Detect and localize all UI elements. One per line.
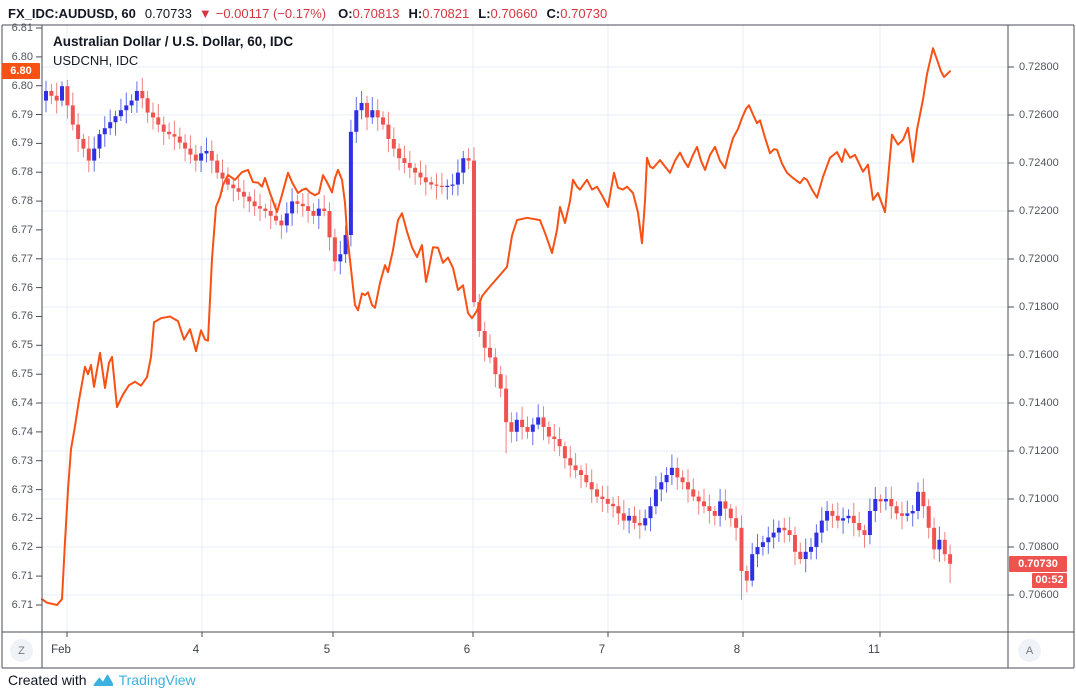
audusd-last-price-badge: 0.70730 [1009, 555, 1067, 572]
time-axis-label: 7 [598, 644, 606, 656]
right-axis-label: 0.70600 [1019, 589, 1059, 602]
left-axis-label: 6.77 [11, 252, 33, 265]
time-axis-label: 6 [463, 644, 471, 656]
time-axis-label: 4 [192, 644, 200, 656]
symbol-legend-row: FX_IDC:AUDUSD, 60 0.70733 ▼ −0.00117 (−0… [8, 3, 616, 23]
left-axis-label: 6.80 [11, 79, 33, 92]
left-axis-label: 6.79 [11, 108, 33, 121]
right-axis-label: 0.71200 [1019, 445, 1059, 458]
low-label: L: [478, 5, 491, 21]
left-axis-label: 6.77 [11, 223, 33, 236]
left-axis-label: 6.76 [11, 281, 33, 294]
left-axis-label: 6.80 [11, 50, 33, 63]
overlay-series-title[interactable]: USDCNH, IDC [53, 53, 139, 68]
left-axis-label: 6.72 [11, 512, 33, 525]
tradingview-brand-link[interactable]: TradingView [118, 671, 196, 688]
symbol-title[interactable]: FX_IDC:AUDUSD, 60 [8, 5, 136, 21]
auto-scale-button[interactable]: A [1018, 639, 1041, 662]
usdcnh-last-value-badge: 6.80 [2, 63, 40, 80]
last-price: 0.70733 [144, 5, 192, 21]
right-axis-label: 0.72800 [1019, 61, 1059, 73]
left-axis-label: 6.74 [11, 425, 33, 438]
open-label: O: [338, 5, 353, 21]
left-axis-label: 6.81 [11, 22, 33, 34]
time-axis-label: 5 [323, 644, 331, 656]
main-series-title[interactable]: Australian Dollar / U.S. Dollar, 60, IDC [53, 34, 294, 49]
open-value: 0.70813 [352, 5, 400, 21]
time-axis-label: 11 [868, 644, 880, 656]
high-label: H: [408, 5, 423, 21]
left-axis-label: 6.78 [11, 166, 33, 179]
left-axis-label: 6.78 [11, 195, 33, 208]
right-axis-label: 0.72400 [1019, 157, 1059, 169]
left-axis-label: 6.73 [11, 454, 33, 467]
close-label: C: [546, 5, 561, 21]
bar-countdown-badge: 00:52 [1032, 572, 1067, 588]
direction-down-icon: ▼ [198, 5, 212, 21]
right-axis-label: 0.71000 [1019, 493, 1059, 506]
right-axis-label: 0.71600 [1019, 349, 1059, 362]
left-axis-label: 6.71 [11, 598, 33, 611]
attribution-footer: Created with TradingView [8, 669, 196, 690]
price-change: −0.00117 (−0.17%) [215, 5, 327, 21]
right-axis-label: 0.71800 [1019, 301, 1059, 314]
left-axis-label: 6.76 [11, 310, 33, 323]
time-axis-label: Feb [51, 644, 71, 656]
tradingview-logo-icon [93, 674, 113, 686]
left-axis-label: 6.79 [11, 137, 33, 150]
high-value: 0.70821 [422, 5, 470, 21]
right-axis-label: 0.72000 [1019, 253, 1059, 265]
close-value: 0.70730 [560, 5, 608, 21]
pane-legend: Australian Dollar / U.S. Dollar, 60, IDC… [53, 32, 293, 70]
right-axis-label: 0.72200 [1019, 205, 1059, 217]
left-axis-label: 6.74 [11, 397, 33, 410]
left-axis-label: 6.75 [11, 368, 33, 381]
time-axis-label: 8 [733, 644, 741, 656]
low-value: 0.70660 [490, 5, 538, 21]
created-with-text: Created with [8, 671, 87, 688]
timezone-button[interactable]: Z [10, 639, 33, 662]
right-axis-label: 0.70800 [1019, 541, 1059, 554]
left-axis-label: 6.72 [11, 541, 33, 554]
right-axis-label: 0.72600 [1019, 109, 1059, 121]
right-axis-label: 0.71400 [1019, 397, 1059, 410]
left-axis-label: 6.73 [11, 483, 33, 496]
left-axis-label: 6.75 [11, 339, 33, 352]
left-axis-label: 6.71 [11, 570, 33, 583]
